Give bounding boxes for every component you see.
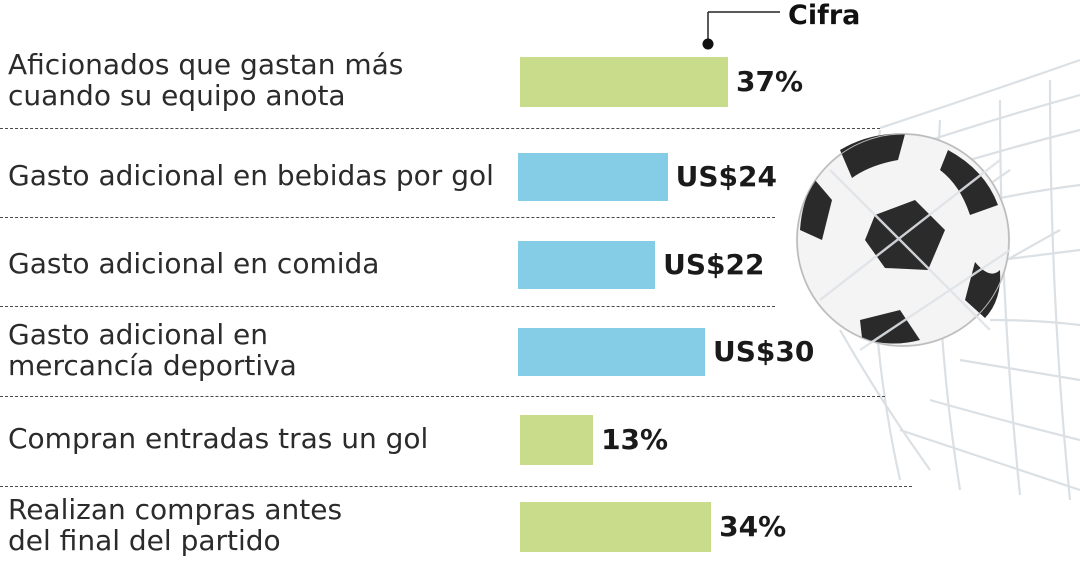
legend-dot	[702, 38, 714, 50]
bar	[520, 57, 728, 107]
data-label: 13%	[601, 423, 669, 456]
row-label: Aficionados que gastan más cuando su equ…	[8, 48, 404, 112]
row-divider	[0, 486, 912, 487]
bar	[520, 415, 594, 465]
row-divider	[0, 217, 775, 218]
data-label: US$30	[713, 335, 815, 368]
row-label: Gasto adicional en mercancía deportiva	[8, 318, 297, 382]
row-divider	[0, 128, 880, 129]
bar	[520, 502, 712, 552]
data-label: US$24	[675, 160, 777, 193]
bar	[518, 328, 705, 376]
row-divider	[0, 396, 885, 397]
row-label: Gasto adicional en comida	[8, 246, 380, 280]
row-label: Gasto adicional en bebidas por gol	[8, 158, 494, 192]
bar	[518, 241, 656, 289]
data-label: 37%	[736, 65, 804, 98]
data-label: US$22	[663, 248, 765, 281]
row-label: Compran entradas tras un gol	[8, 421, 429, 455]
row-label: Realizan compras antes del final del par…	[8, 493, 343, 557]
bar	[518, 153, 668, 201]
data-label: 34%	[719, 510, 787, 543]
row-divider	[0, 306, 775, 307]
legend-title: Cifra	[788, 0, 861, 31]
